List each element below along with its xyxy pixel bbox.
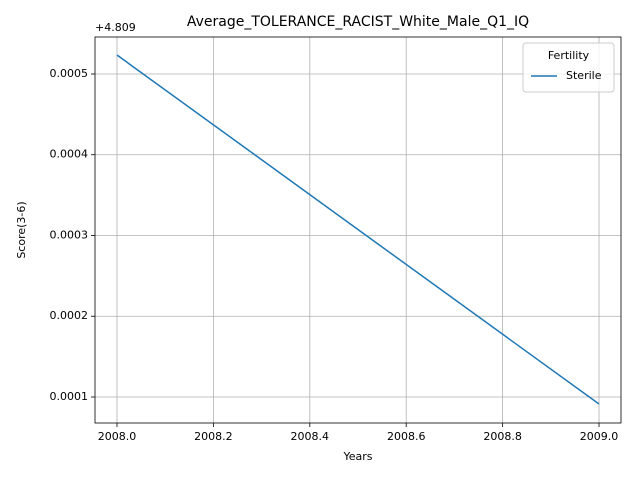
y-tick-label: 0.0004	[50, 148, 89, 161]
legend-box	[522, 42, 615, 93]
x-tick-label: 2008.6	[387, 430, 426, 443]
x-tick-label: 2008.2	[194, 430, 233, 443]
chart-title: Average_TOLERANCE_RACIST_White_Male_Q1_I…	[187, 14, 529, 30]
x-tick-label: 2008.0	[98, 430, 137, 443]
legend-title: Fertility	[548, 49, 590, 62]
y-axis-label: Score(3-6)	[15, 201, 28, 258]
legend-label: Sterile	[566, 69, 602, 82]
y-tick-label: 0.0001	[50, 390, 89, 403]
y-tick-label: 0.0003	[50, 228, 89, 241]
plot-frame	[94, 36, 622, 424]
y-tick-label: 0.0005	[50, 67, 89, 80]
x-tick-label: 2008.8	[483, 430, 522, 443]
y-tick-label: 0.0002	[50, 309, 89, 322]
y-offset: +4.809	[95, 21, 136, 34]
x-tick-label: 2009.0	[580, 430, 619, 443]
x-tick-label: 2008.4	[291, 430, 330, 443]
line-series	[116, 54, 600, 405]
x-axis-label: Years	[342, 450, 372, 463]
